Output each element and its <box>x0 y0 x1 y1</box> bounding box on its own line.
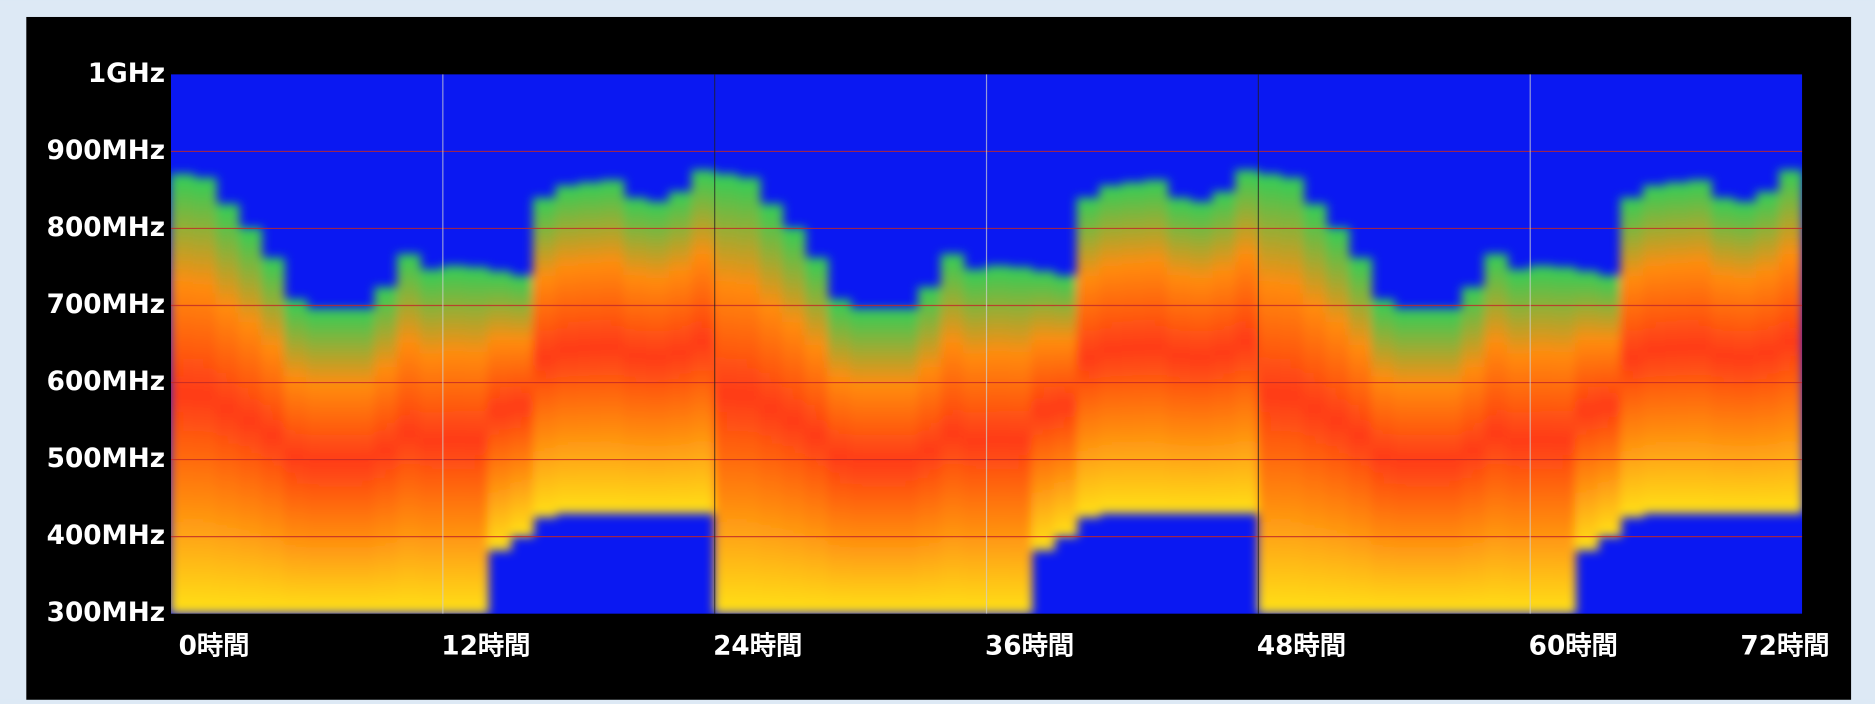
signal-bar <box>759 204 783 614</box>
signal-bar <box>1756 191 1780 513</box>
signal-bar <box>374 287 398 614</box>
signal-bar <box>918 287 942 614</box>
signal-bar <box>1371 299 1395 613</box>
signal-bar <box>1145 180 1169 514</box>
signal-bar <box>352 309 376 614</box>
y-tick-label: 900MHz <box>47 136 165 166</box>
signal-bar <box>170 174 194 614</box>
signal-bar <box>646 201 670 513</box>
signal-bar <box>1326 228 1350 614</box>
signal-bar <box>669 191 693 513</box>
signal-bar <box>533 198 557 518</box>
signal-bar <box>420 269 444 613</box>
signal-bar <box>238 228 262 614</box>
signal-bar <box>1099 185 1123 513</box>
signal-bar <box>216 204 240 614</box>
signal-bar <box>1167 198 1191 514</box>
signal-bar <box>1416 309 1440 614</box>
signal-bar <box>714 174 738 614</box>
y-tick-label: 300MHz <box>47 598 165 628</box>
signal-bar <box>782 228 806 614</box>
x-tick-label: 0時間 <box>179 632 250 662</box>
signal-bar <box>737 178 761 614</box>
signal-bar <box>1077 198 1101 518</box>
x-tick-label: 72時間 <box>1740 632 1829 662</box>
signal-bar <box>1190 201 1214 513</box>
signal-bar <box>805 258 829 614</box>
signal-bar <box>1575 271 1599 551</box>
signal-bar <box>1688 180 1712 514</box>
signal-bar <box>1711 198 1735 514</box>
signal-bar <box>1212 191 1236 513</box>
signal-bar <box>1394 309 1418 614</box>
signal-bar <box>1439 309 1463 614</box>
signal-bar <box>465 267 489 614</box>
signal-bar <box>193 178 217 614</box>
x-tick-label: 36時間 <box>985 632 1074 662</box>
signal-bar <box>1462 287 1486 614</box>
signal-bar <box>963 269 987 613</box>
signal-bar <box>1598 275 1622 536</box>
signal-bar <box>1779 170 1803 514</box>
x-tick-label: 12時間 <box>441 632 530 662</box>
signal-bar <box>397 254 421 614</box>
signal-bar <box>1733 201 1757 513</box>
signal-bar <box>850 309 874 614</box>
signal-bar <box>1507 269 1531 613</box>
x-tick-label: 60時間 <box>1529 632 1618 662</box>
x-tick-label: 48時間 <box>1257 632 1346 662</box>
signal-bar <box>1666 182 1690 513</box>
signal-bar <box>488 271 512 551</box>
signal-bar <box>306 309 330 614</box>
y-tick-label: 700MHz <box>47 290 165 320</box>
signal-bar <box>1258 174 1282 614</box>
signal-bar <box>1552 267 1576 614</box>
signal-bar <box>895 309 919 614</box>
signal-bar <box>1031 271 1055 551</box>
y-tick-label: 800MHz <box>47 213 165 243</box>
signal-bar <box>261 258 285 614</box>
signal-bar <box>1643 185 1667 513</box>
signal-bar <box>1009 267 1033 614</box>
signal-bar <box>556 185 580 513</box>
signal-bar <box>623 198 647 514</box>
signal-bar <box>1620 198 1644 518</box>
signal-bar <box>442 265 466 613</box>
signal-bar <box>873 309 897 614</box>
y-tick-label: 600MHz <box>47 367 165 397</box>
signal-bar <box>1280 178 1304 614</box>
signal-bar <box>1530 265 1554 613</box>
signal-bar <box>601 180 625 514</box>
signal-bar <box>941 254 965 614</box>
x-tick-label: 24時間 <box>713 632 802 662</box>
signal-bar <box>510 275 534 536</box>
y-tick-label: 400MHz <box>47 521 165 551</box>
signal-bar <box>1484 254 1508 614</box>
page: 1GHz 900MHz 800MHz 700MHz 600MHz 500MHz 400MHz… <box>0 0 1875 704</box>
y-tick-label: 1GHz <box>88 59 165 89</box>
signal-bar <box>986 265 1010 613</box>
signal-bar <box>1054 275 1078 536</box>
y-tick-label: 500MHz <box>47 444 165 474</box>
signal-bar <box>284 299 308 613</box>
signal-bar <box>691 170 715 514</box>
signal-bar <box>827 299 851 613</box>
signal-bar <box>1348 258 1372 614</box>
signal-bar <box>1235 170 1259 514</box>
signal-bar <box>1303 204 1327 614</box>
signal-bar <box>578 182 602 513</box>
signal-bar <box>329 309 353 614</box>
chart: 1GHz 900MHz 800MHz 700MHz 600MHz 500MHz 400MHz… <box>0 0 1875 700</box>
signal-bar <box>1122 182 1146 513</box>
